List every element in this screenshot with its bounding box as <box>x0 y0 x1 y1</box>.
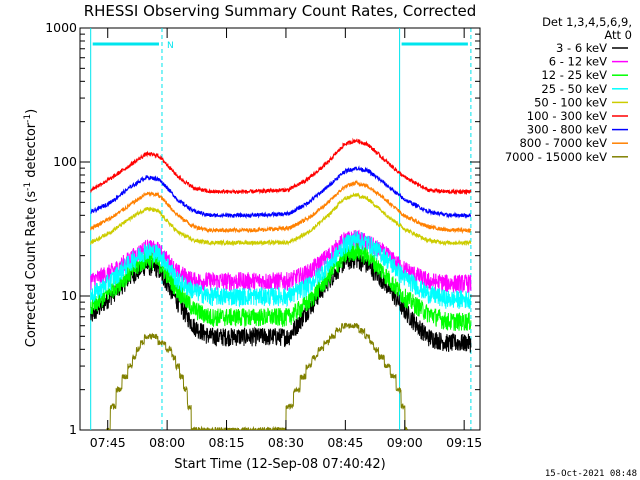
x-tick-label: 08:30 <box>268 435 304 450</box>
x-tick-label: 08:15 <box>209 435 245 450</box>
legend-header-line-1: Det 1,3,4,5,6,9, <box>542 15 632 29</box>
y-axis-title: Corrected Count Rate (s-1 detector-1) <box>23 109 39 347</box>
x-tick-label: 08:45 <box>327 435 363 450</box>
legend-label: 7000 - 15000 keV <box>505 150 607 164</box>
series-line <box>90 192 472 247</box>
x-tick-label: 08:00 <box>149 435 185 450</box>
y-axis-title-superscript: -1 <box>23 182 33 191</box>
y-axis-title-part: detector <box>24 122 39 182</box>
series-lines <box>90 137 472 430</box>
y-tick-label: 100 <box>53 154 77 169</box>
night-marker: N <box>167 41 174 51</box>
series-line <box>106 322 408 430</box>
series-line <box>90 229 472 294</box>
y-tick-label: 1 <box>69 422 77 437</box>
x-axis: 07:45 08:00 08:15 08:30 08:45 09:00 09:15 <box>90 28 482 450</box>
x-tick-label: 09:00 <box>387 435 423 450</box>
x-tick-label: 09:15 <box>446 435 482 450</box>
legend-label: 100 - 300 keV <box>527 109 607 123</box>
x-axis-title: Start Time (12-Sep-08 07:40:42) <box>174 457 385 472</box>
series-line <box>90 231 472 310</box>
y-tick-label: 10 <box>61 288 77 303</box>
y-axis-title-superscript: -1 <box>23 114 33 123</box>
night-intervals: N <box>90 28 472 430</box>
x-tick-label: 07:45 <box>90 435 126 450</box>
legend-label: 25 - 50 keV <box>541 82 607 96</box>
legend-label: 12 - 25 keV <box>541 68 607 82</box>
legend-label: 50 - 100 keV <box>534 95 607 109</box>
y-axis-title-part: Corrected Count Rate (s <box>24 191 39 348</box>
legend-label: 6 - 12 keV <box>549 55 607 69</box>
y-axis-title-part: ) <box>24 109 39 114</box>
series-line <box>90 179 472 235</box>
chart-title: RHESSI Observing Summary Count Rates, Co… <box>84 2 477 20</box>
series-line <box>90 165 472 220</box>
footer-timestamp: 15-Oct-2021 08:48 <box>545 469 637 479</box>
legend-label: 3 - 6 keV <box>556 41 607 55</box>
legend-header-line-2: Att 0 <box>604 28 632 42</box>
y-tick-label: 1000 <box>45 20 77 35</box>
series-line <box>90 137 472 196</box>
legend-label: 300 - 800 keV <box>527 123 607 137</box>
y-axis: 1 10 100 1000 <box>45 20 480 437</box>
legend-label: 800 - 7000 keV <box>519 136 607 150</box>
